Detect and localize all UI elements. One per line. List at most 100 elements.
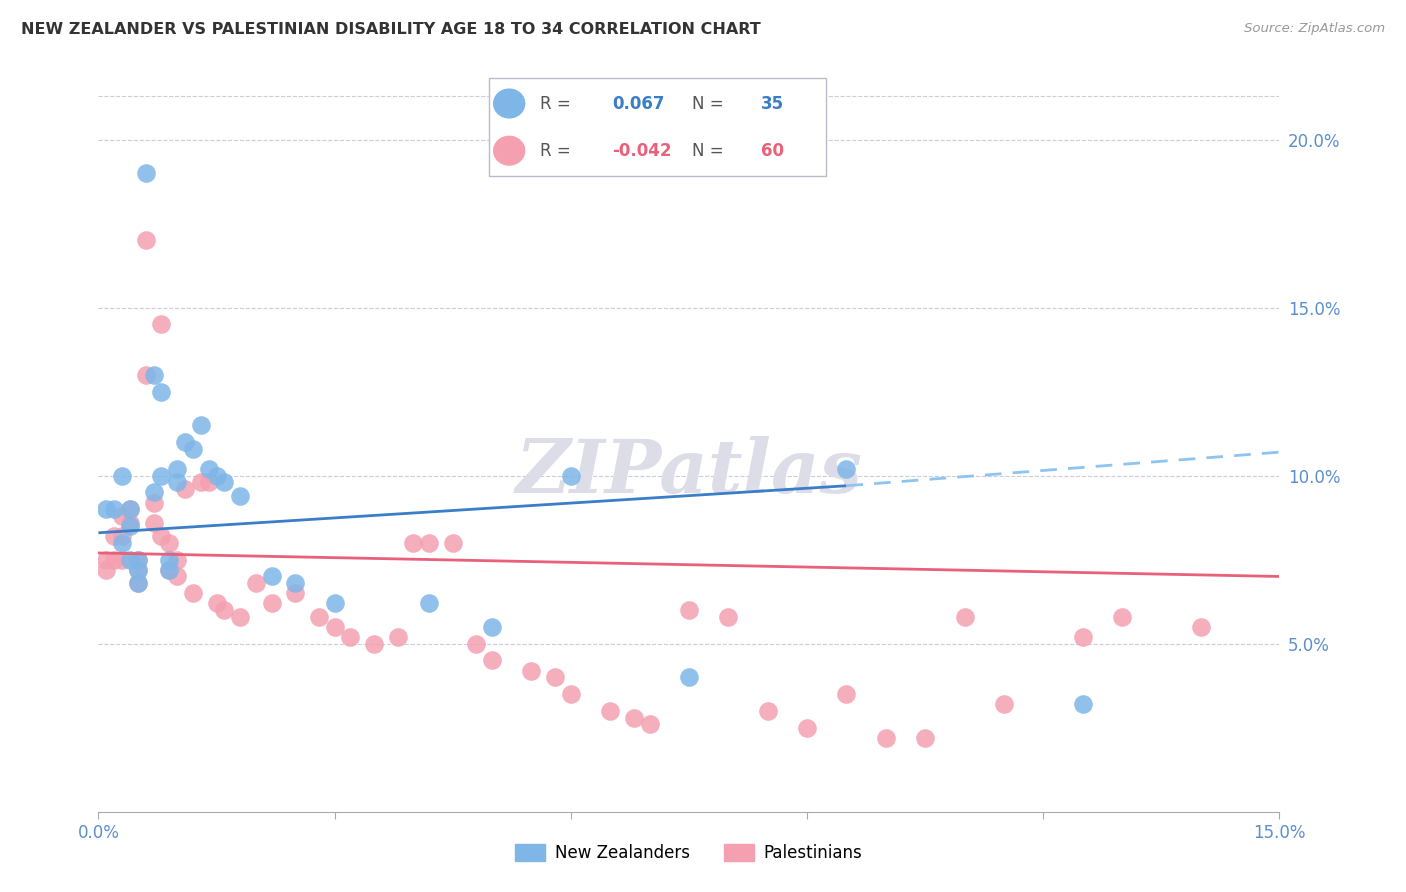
Point <box>1189 620 1212 634</box>
Point <box>953 609 976 624</box>
Point <box>150 529 173 543</box>
Point <box>111 536 134 550</box>
Point <box>157 563 180 577</box>
Point <box>323 596 346 610</box>
Point <box>481 620 503 634</box>
Text: N =: N = <box>692 95 728 112</box>
Point <box>103 529 125 543</box>
Ellipse shape <box>494 89 524 118</box>
Point <box>214 603 236 617</box>
Point <box>481 653 503 667</box>
Point <box>157 536 180 550</box>
Point <box>229 609 252 624</box>
Point <box>1111 609 1133 624</box>
Point <box>284 576 307 591</box>
Point <box>756 704 779 718</box>
Point <box>197 475 219 490</box>
Point <box>118 516 141 530</box>
Point <box>402 536 425 550</box>
Point <box>157 552 180 566</box>
Point <box>993 697 1015 711</box>
Ellipse shape <box>494 136 524 165</box>
Legend: New Zealanders, Palestinians: New Zealanders, Palestinians <box>509 837 869 869</box>
Point <box>127 576 149 591</box>
Point <box>166 552 188 566</box>
Text: NEW ZEALANDER VS PALESTINIAN DISABILITY AGE 18 TO 34 CORRELATION CHART: NEW ZEALANDER VS PALESTINIAN DISABILITY … <box>21 22 761 37</box>
Point <box>560 687 582 701</box>
Point <box>135 166 157 180</box>
Point <box>174 482 197 496</box>
Point <box>96 502 118 516</box>
Text: 60: 60 <box>761 142 783 160</box>
Text: ZIPatlas: ZIPatlas <box>516 436 862 508</box>
Point <box>520 664 543 678</box>
Point <box>205 596 228 610</box>
Point <box>111 552 134 566</box>
Point <box>441 536 464 550</box>
Point <box>157 563 180 577</box>
Point <box>599 704 621 718</box>
FancyBboxPatch shape <box>488 78 827 177</box>
Point <box>174 435 197 450</box>
Point <box>717 609 740 624</box>
Point <box>418 596 440 610</box>
Point <box>465 637 488 651</box>
Point <box>135 368 157 382</box>
Point <box>118 519 141 533</box>
Point <box>205 468 228 483</box>
Point <box>111 529 134 543</box>
Point <box>103 552 125 566</box>
Point <box>166 569 188 583</box>
Point <box>229 489 252 503</box>
Point <box>142 516 165 530</box>
Point <box>323 620 346 634</box>
Point <box>150 318 173 332</box>
Text: R =: R = <box>540 142 576 160</box>
Point <box>835 462 858 476</box>
Point <box>914 731 936 745</box>
Point <box>166 475 188 490</box>
Point <box>142 368 165 382</box>
Point <box>142 495 165 509</box>
Text: Source: ZipAtlas.com: Source: ZipAtlas.com <box>1244 22 1385 36</box>
Point <box>260 596 283 610</box>
Point <box>1071 697 1094 711</box>
Point <box>118 552 141 566</box>
Text: 0.067: 0.067 <box>613 95 665 112</box>
Point <box>135 234 157 248</box>
Point <box>142 485 165 500</box>
Point <box>678 603 700 617</box>
Point <box>96 563 118 577</box>
Point <box>623 711 645 725</box>
Point <box>875 731 897 745</box>
Point <box>638 717 661 731</box>
Point <box>560 468 582 483</box>
Point <box>284 586 307 600</box>
Point <box>127 563 149 577</box>
Point <box>418 536 440 550</box>
Point <box>339 630 361 644</box>
Point <box>103 502 125 516</box>
Point <box>150 468 173 483</box>
Point <box>111 468 134 483</box>
Point <box>363 637 385 651</box>
Text: R =: R = <box>540 95 576 112</box>
Point <box>150 384 173 399</box>
Point <box>197 462 219 476</box>
Point <box>166 462 188 476</box>
Point <box>190 418 212 433</box>
Text: N =: N = <box>692 142 728 160</box>
Point <box>835 687 858 701</box>
Text: -0.042: -0.042 <box>613 142 672 160</box>
Point <box>387 630 409 644</box>
Point <box>796 721 818 735</box>
Point <box>111 508 134 523</box>
Point <box>181 442 204 456</box>
Point <box>678 670 700 684</box>
Point <box>127 576 149 591</box>
Point <box>96 552 118 566</box>
Point <box>127 552 149 566</box>
Point <box>245 576 267 591</box>
Point <box>127 563 149 577</box>
Point <box>1071 630 1094 644</box>
